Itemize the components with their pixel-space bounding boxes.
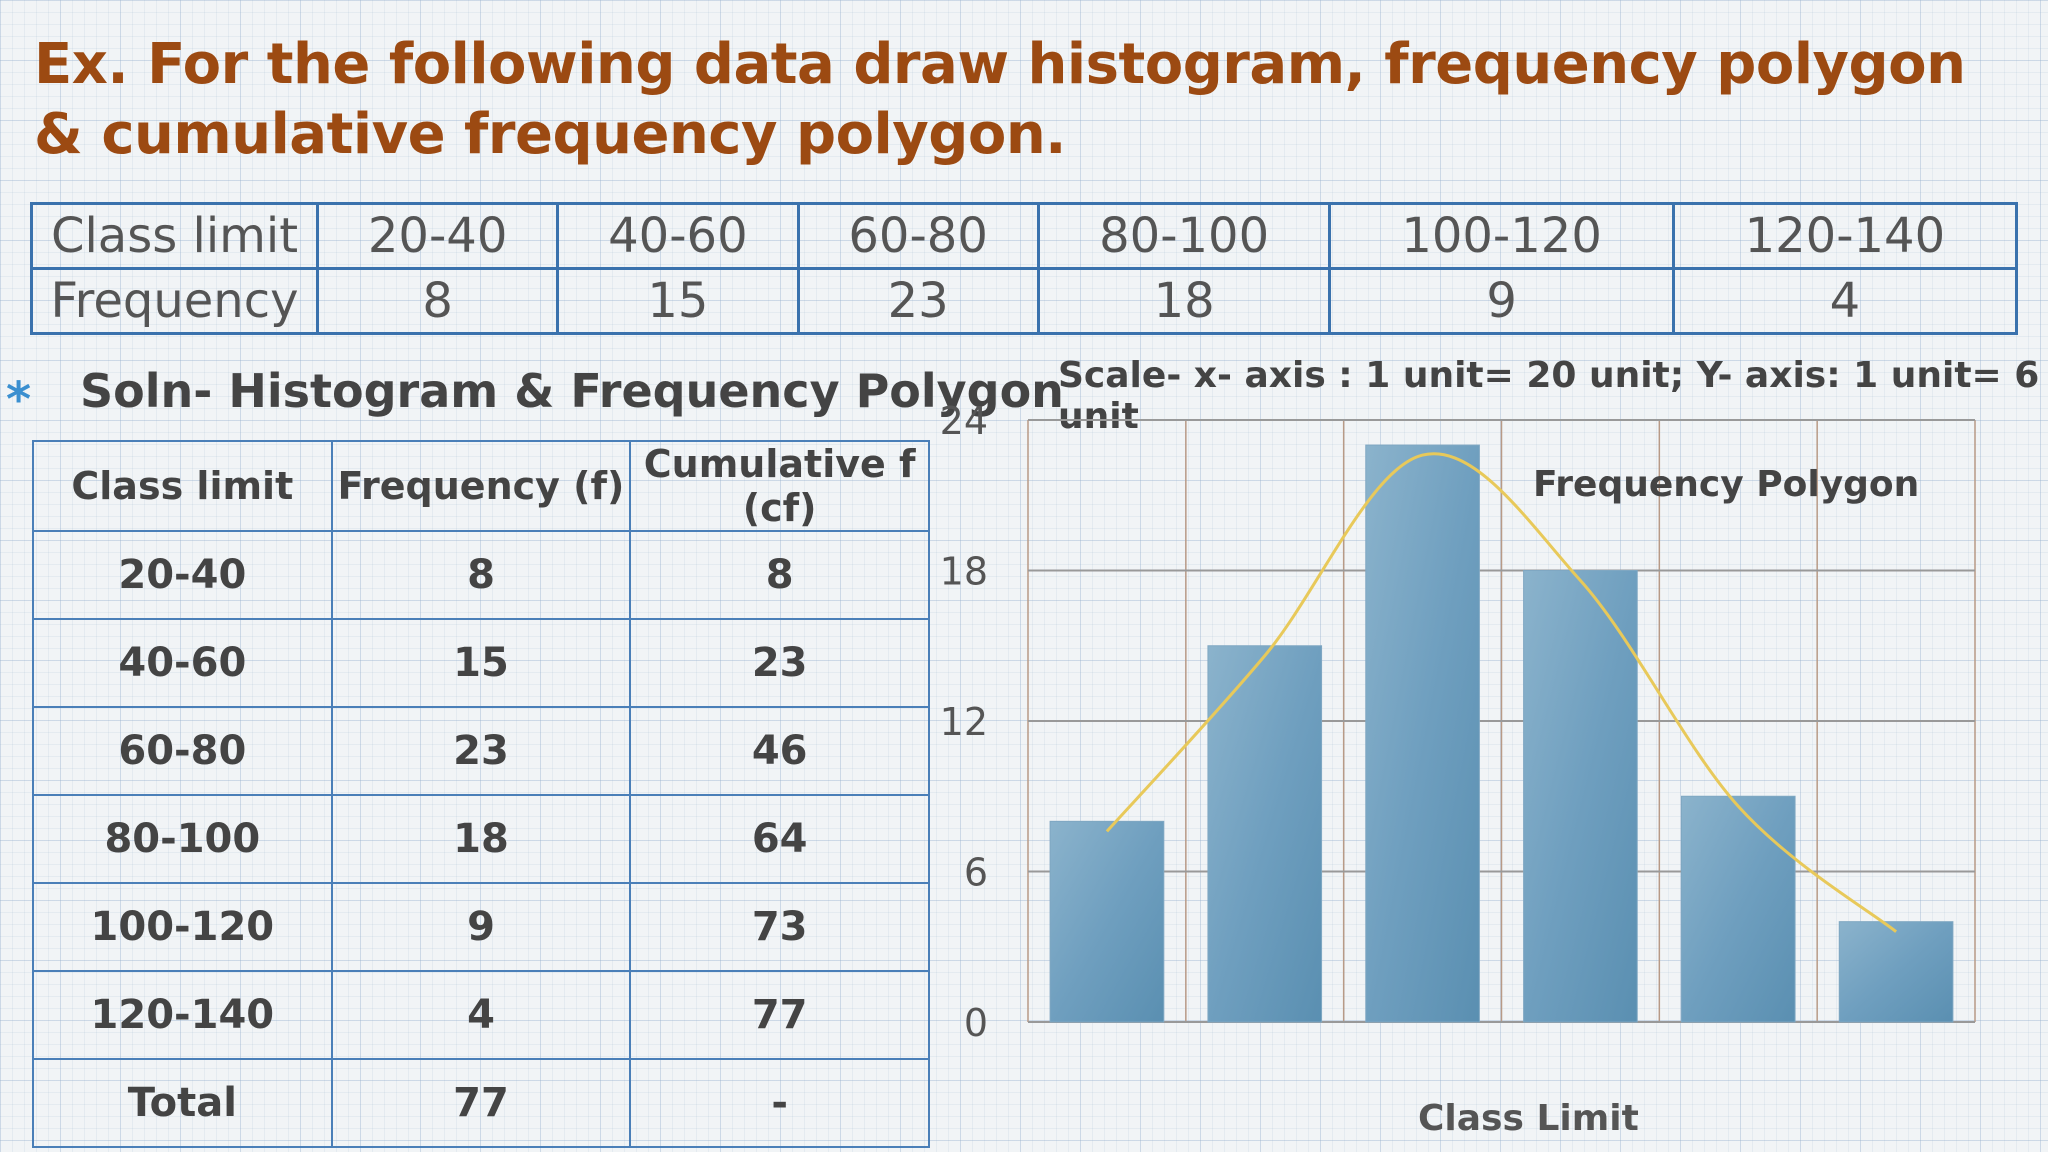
table-cell: 9 xyxy=(330,882,632,972)
table-row: 20-40 8 8 xyxy=(32,530,930,620)
table-cell: 23 xyxy=(629,618,930,708)
table-cell: 8 xyxy=(629,530,930,620)
table-row: 40-60 15 23 xyxy=(32,618,930,708)
column-header: Cumulative f (cf) xyxy=(629,440,930,532)
table-cell: 15 xyxy=(556,267,800,335)
table-cell: 77 xyxy=(629,970,930,1060)
y-tick-label: 12 xyxy=(940,700,988,744)
table-cell: 60-80 xyxy=(796,202,1040,270)
table-cell: 46 xyxy=(629,706,930,796)
frequency-polygon-line xyxy=(1105,452,1898,933)
table-row: 80-100 18 64 xyxy=(32,794,930,884)
solution-heading: Soln- Histogram & Frequency Polygon xyxy=(80,364,1064,418)
frequency-polygon-label: Frequency Polygon xyxy=(1533,464,1919,505)
table-cell: 77 xyxy=(330,1058,632,1148)
table-cell: - xyxy=(629,1058,930,1148)
table-cell: 73 xyxy=(629,882,930,972)
page-title: Ex. For the following data draw histogra… xyxy=(34,32,1966,167)
column-header: Frequency (f) xyxy=(330,440,632,532)
table-cell: 8 xyxy=(330,530,632,620)
table-cell: 23 xyxy=(796,267,1040,335)
row-header-cell: Frequency xyxy=(30,267,319,335)
table-cell: 20-40 xyxy=(32,530,333,620)
solution-table: Class limit Frequency (f) Cumulative f (cf… xyxy=(32,440,930,1148)
x-axis-title: Class Limit xyxy=(1418,1098,1639,1139)
table-row: 100-120 9 73 xyxy=(32,882,930,972)
scale-note: Scale- x- axis : 1 unit= 20 unit; Y- axi… xyxy=(1058,355,2040,437)
table-cell: 18 xyxy=(330,794,632,884)
table-cell: 100-120 xyxy=(1328,202,1675,270)
table-cell: 20-40 xyxy=(315,202,560,270)
histogram-bar xyxy=(1680,795,1796,1023)
y-tick-label: 18 xyxy=(940,550,988,594)
table-cell: 40-60 xyxy=(556,202,800,270)
table-cell: 8 xyxy=(315,267,560,335)
table-header-row: Class limit Frequency (f) Cumulative f (cf… xyxy=(32,440,930,532)
table-cell: 18 xyxy=(1036,267,1332,335)
column-header: Class limit xyxy=(32,440,333,532)
table-cell: 64 xyxy=(629,794,930,884)
table-cell: 15 xyxy=(330,618,632,708)
row-header-cell: Class limit xyxy=(30,202,319,270)
table-row: 120-140 4 77 xyxy=(32,970,930,1060)
table-cell: 23 xyxy=(330,706,632,796)
histogram-bar xyxy=(1838,921,1954,1023)
histogram-bar xyxy=(1523,570,1638,1023)
table-cell: Total xyxy=(32,1058,333,1148)
histogram-bar xyxy=(1207,645,1323,1023)
table-row: Total 77- xyxy=(32,1058,930,1148)
histogram-bar xyxy=(1049,820,1165,1023)
table-cell: 9 xyxy=(1328,267,1675,335)
class-limit-row: Class limit 20-40 40-60 60-80 80-100 100-120 1… xyxy=(30,202,2019,270)
table-cell: 100-120 xyxy=(32,882,333,972)
y-tick-label: 24 xyxy=(940,399,988,443)
table-cell: 80-100 xyxy=(1036,202,1332,270)
frequency-data-table: Class limit 20-40 40-60 60-80 80-100 100-120 1… xyxy=(30,202,2019,335)
y-tick-label: 6 xyxy=(964,851,988,895)
table-cell: 120-140 xyxy=(1671,202,2019,270)
frequency-row: Frequency 8 15 23 18 9 4 xyxy=(30,267,2019,335)
bullet-icon: * xyxy=(6,372,32,428)
y-tick-label: 0 xyxy=(964,1001,988,1045)
table-cell: 4 xyxy=(330,970,632,1060)
histogram-bar xyxy=(1365,444,1480,1023)
table-cell: 60-80 xyxy=(32,706,333,796)
table-cell: 4 xyxy=(1671,267,2019,335)
table-row: 60-80 23 46 xyxy=(32,706,930,796)
table-cell: 80-100 xyxy=(32,794,333,884)
table-cell: 40-60 xyxy=(32,618,333,708)
table-cell: 120-140 xyxy=(32,970,333,1060)
